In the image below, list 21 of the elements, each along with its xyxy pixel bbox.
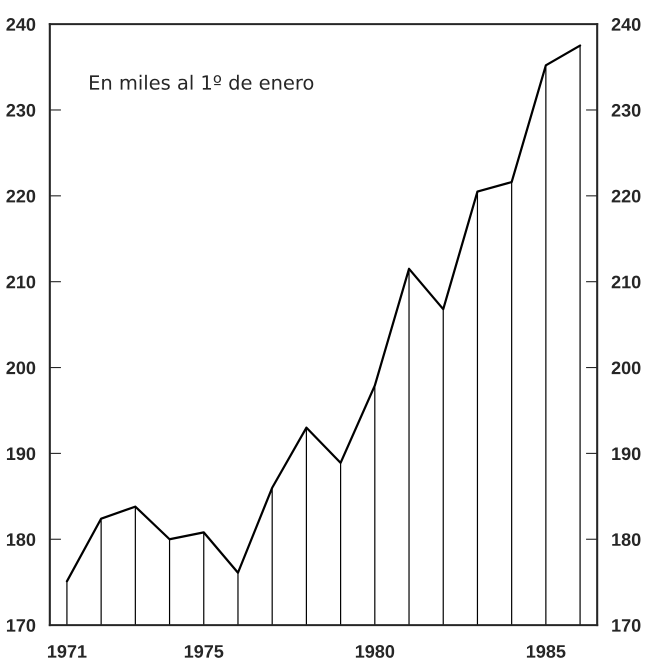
- x-tick-label: 1980: [356, 645, 394, 658]
- y-tick-label: 240: [6, 18, 36, 31]
- y-tick-label: 230: [6, 104, 36, 117]
- y-tick-label: 190: [6, 447, 36, 460]
- y2-tick-label: 190: [612, 447, 640, 460]
- y-tick-label: 170: [6, 619, 36, 632]
- y2-tick-label: 240: [612, 18, 640, 31]
- y2-tick-label: 220: [612, 190, 640, 203]
- y2-tick-label: 170: [612, 619, 640, 632]
- y-tick-label: 220: [6, 190, 36, 203]
- annotation: En miles al 1º de enero: [90, 74, 314, 90]
- y-tick-label: 210: [6, 276, 36, 288]
- x-tick-label: 1985: [526, 645, 566, 658]
- y2-tick-label: 230: [612, 104, 640, 117]
- y2-tick-label: 200: [612, 361, 640, 374]
- y2-tick-label: 210: [612, 276, 640, 288]
- y2-tick-label: 180: [612, 533, 640, 546]
- x-tick-label: 1971: [48, 645, 87, 658]
- y-tick-label: 200: [6, 361, 36, 374]
- y-tick-label: 180: [6, 533, 36, 546]
- x-tick-label: 1975: [184, 645, 224, 658]
